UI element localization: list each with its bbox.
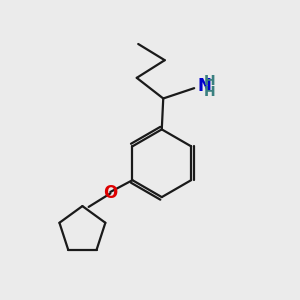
Text: N: N: [198, 77, 212, 95]
Text: H: H: [204, 74, 216, 88]
Text: O: O: [103, 184, 118, 202]
Text: H: H: [204, 85, 216, 99]
